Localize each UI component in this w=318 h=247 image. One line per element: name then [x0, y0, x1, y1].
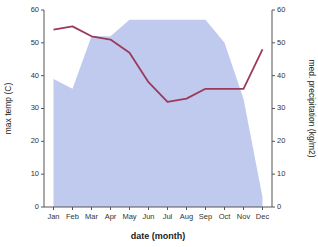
- x-tick: [262, 207, 263, 210]
- y2-tick-label: 60: [277, 5, 285, 14]
- x-tick: [186, 207, 187, 210]
- x-tick-label: Jul: [163, 212, 173, 221]
- x-tick: [53, 207, 54, 210]
- temperature-line: [54, 26, 263, 102]
- y-tick: [41, 174, 44, 175]
- y-tick: [41, 141, 44, 142]
- x-tick-label: Dec: [256, 212, 270, 221]
- y-tick: [41, 207, 44, 208]
- x-tick: [72, 207, 73, 210]
- x-tick-label: Aug: [180, 212, 193, 221]
- y2-axis-label: med. precipitation (kg/m2): [307, 59, 317, 157]
- x-tick-label: Nov: [237, 212, 251, 221]
- x-tick-label: Sep: [199, 212, 212, 221]
- y-tick-label: 20: [31, 136, 39, 145]
- x-tick: [224, 207, 225, 210]
- x-tick: [129, 207, 130, 210]
- y-tick-label: 50: [31, 38, 39, 47]
- y2-tick: [272, 141, 275, 142]
- y2-tick-label: 10: [277, 169, 285, 178]
- y2-tick: [272, 75, 275, 76]
- y-tick-label: 30: [31, 103, 39, 112]
- x-tick: [243, 207, 244, 210]
- y2-tick-label: 0: [277, 202, 281, 211]
- y-tick: [41, 42, 44, 43]
- x-tick: [110, 207, 111, 210]
- x-tick-label: Jun: [142, 212, 154, 221]
- y2-tick: [272, 42, 275, 43]
- x-tick-label: Oct: [219, 212, 232, 221]
- x-tick-label: Jan: [47, 212, 59, 221]
- plot-area: [54, 20, 263, 207]
- x-axis-label: date (month): [131, 231, 186, 241]
- y2-tick-label: 40: [277, 71, 285, 80]
- y-axis-label: max temp (C): [3, 83, 13, 135]
- y-tick: [41, 108, 44, 109]
- x-tick: [205, 207, 206, 210]
- x-tick-label: Feb: [66, 212, 79, 221]
- y-tick: [41, 75, 44, 76]
- x-tick: [167, 207, 168, 210]
- y2-tick: [272, 207, 275, 208]
- x-tick: [91, 207, 92, 210]
- x-tick-label: Mar: [85, 212, 98, 221]
- y2-tick: [272, 108, 275, 109]
- y2-tick: [272, 10, 275, 11]
- y-tick-label: 60: [31, 5, 39, 14]
- y-tick-label: 10: [31, 169, 39, 178]
- x-tick: [148, 207, 149, 210]
- chart: 0 10 20 30 40 50 60 0 10 20 30 40 50 60 Jan Feb Mar Apr Ma…: [0, 0, 318, 247]
- y2-tick-label: 20: [277, 136, 285, 145]
- x-tick-label: May: [122, 212, 136, 221]
- precipitation-area: [54, 20, 263, 207]
- x-axis-line: [44, 207, 272, 208]
- y-tick: [41, 10, 44, 11]
- y-tick-label: 0: [35, 202, 39, 211]
- y2-tick-label: 50: [277, 38, 285, 47]
- y2-tick: [272, 174, 275, 175]
- y2-tick-label: 30: [277, 103, 285, 112]
- y-tick-label: 40: [31, 71, 39, 80]
- x-tick-label: Apr: [105, 212, 117, 221]
